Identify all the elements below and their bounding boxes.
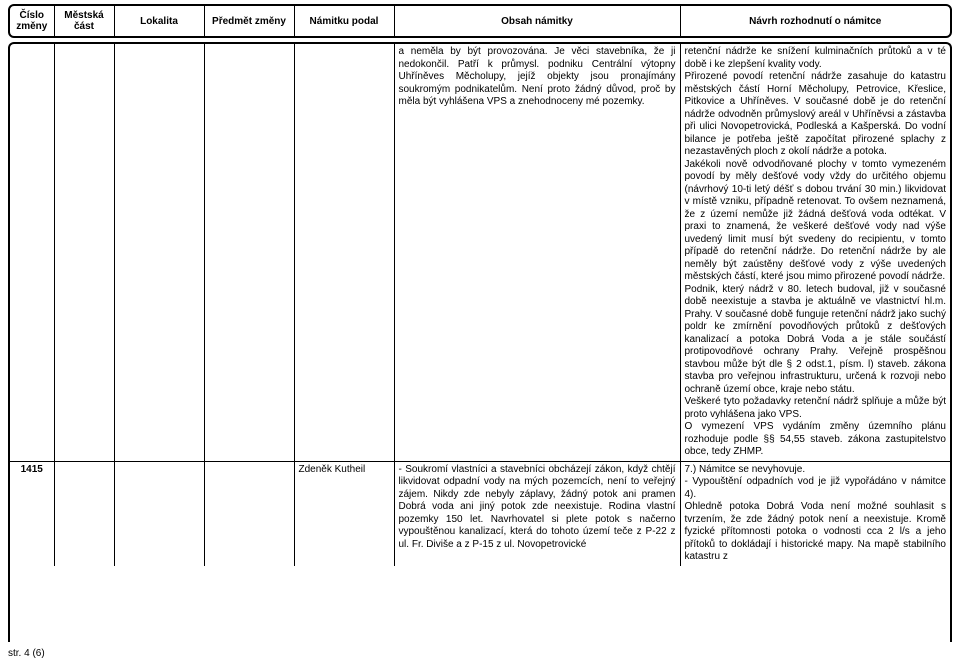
cell-mest	[54, 44, 114, 461]
col-mest-l1: Městská část	[64, 10, 103, 32]
cell-lok	[114, 461, 204, 566]
header-table: Číslo změny Městská část Lokalita Předmě…	[10, 6, 950, 36]
cell-cislo: 1415	[10, 461, 54, 566]
table-row: a neměla by být provozována. Je věci sta…	[10, 44, 950, 461]
col-obsah: Obsah námitky	[394, 6, 680, 36]
cell-lok	[114, 44, 204, 461]
cell-namp: Zdeněk Kutheil	[294, 461, 394, 566]
cell-obsah: - Soukromí vlastníci a stavebníci obcház…	[394, 461, 680, 566]
col-navrh: Návrh rozhodnutí o námitce	[680, 6, 950, 36]
header-table-outer: Číslo změny Městská část Lokalita Předmě…	[8, 4, 952, 38]
cell-cislo	[10, 44, 54, 461]
col-cislo-l1: Číslo změny	[16, 10, 47, 32]
body-table-wrap: a neměla by být provozována. Je věci sta…	[8, 42, 952, 642]
cell-mest	[54, 461, 114, 566]
col-mest: Městská část	[54, 6, 114, 36]
cell-navrh: retenční nádrže ke snížení kulminačních …	[680, 44, 950, 461]
cislo-value: 1415	[21, 464, 43, 475]
cell-pred	[204, 461, 294, 566]
cell-obsah: a neměla by být provozována. Je věci sta…	[394, 44, 680, 461]
col-lok: Lokalita	[114, 6, 204, 36]
cell-pred	[204, 44, 294, 461]
col-cislo: Číslo změny	[10, 6, 54, 36]
col-namp: Námitku podal	[294, 6, 394, 36]
body-table: a neměla by být provozována. Je věci sta…	[10, 44, 950, 566]
cell-navrh: 7.) Námitce se nevyhovuje. - Vypouštění …	[680, 461, 950, 566]
col-pred: Předmět změny	[204, 6, 294, 36]
cell-namp	[294, 44, 394, 461]
table-row: 1415 Zdeněk Kutheil - Soukromí vlastníci…	[10, 461, 950, 566]
page-footer: str. 4 (6)	[8, 648, 45, 659]
